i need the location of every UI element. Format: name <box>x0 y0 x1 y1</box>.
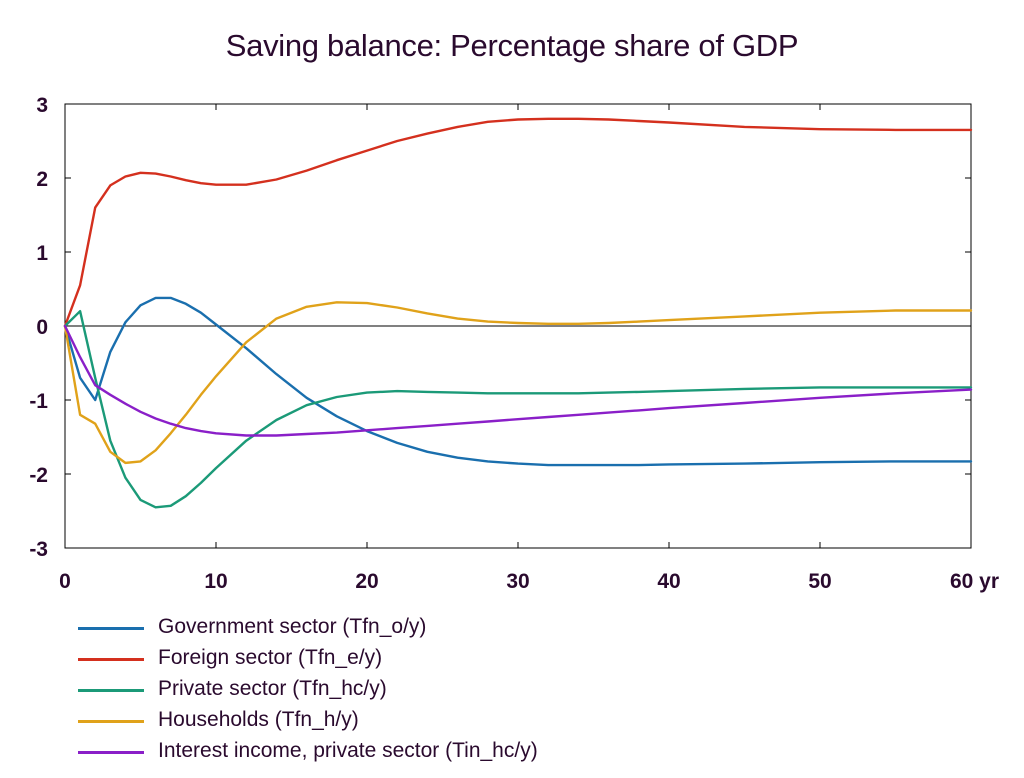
series-line-interest-income <box>63 324 973 437</box>
legend-swatch-government <box>78 627 144 630</box>
series-line-foreign <box>63 117 973 328</box>
legend-label-private: Private sector (Tfn_hc/y) <box>158 677 387 700</box>
series-line-private <box>63 310 973 509</box>
x-tick-label: 40 <box>657 570 680 593</box>
series-line-government <box>63 296 973 467</box>
legend-swatch-interest-income <box>78 751 144 754</box>
chart-title: Saving balance: Percentage share of GDP <box>225 28 799 63</box>
x-tick-label: 20 <box>355 570 378 593</box>
legend-label-households: Households (Tfn_h/y) <box>158 708 359 731</box>
y-tick-label: 0 <box>36 316 48 339</box>
legend-swatch-foreign <box>78 658 144 661</box>
y-tick-label: 3 <box>36 94 48 117</box>
y-tick-label: -1 <box>29 390 48 413</box>
legend-label-foreign: Foreign sector (Tfn_e/y) <box>158 646 383 669</box>
legend-swatch-private <box>78 689 144 692</box>
y-tick-label: -2 <box>29 464 48 487</box>
x-tick-label: 0 <box>59 570 71 593</box>
legend-label-government: Government sector (Tfn_o/y) <box>158 615 427 638</box>
legend-label-interest-income: Interest income, private sector (Tin_hc/… <box>158 739 538 762</box>
x-tick-label: 10 <box>204 570 227 593</box>
series-line-households <box>63 301 973 465</box>
y-tick-label: -3 <box>29 538 48 561</box>
x-tick-label: 60 yr <box>950 570 999 593</box>
x-tick-label: 50 <box>808 570 831 593</box>
y-tick-label: 2 <box>36 168 48 191</box>
x-tick-label: 30 <box>506 570 529 593</box>
y-tick-label: 1 <box>36 242 48 265</box>
legend-swatch-households <box>78 720 144 723</box>
series-layer <box>63 117 973 509</box>
